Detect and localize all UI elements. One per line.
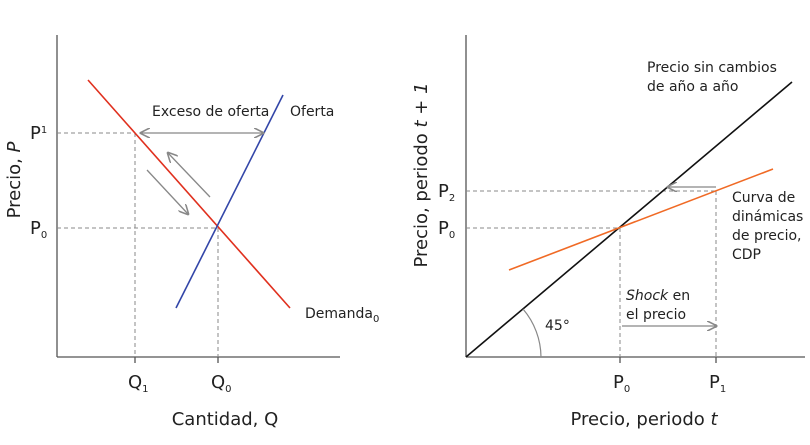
- text: P: [613, 372, 624, 393]
- cdp-curve: [508, 168, 774, 271]
- y-tick: P0: [438, 218, 455, 241]
- p-tick: P1: [30, 123, 47, 144]
- y-axis-label: Precio, P: [4, 141, 25, 218]
- text: Precio, periodo: [570, 409, 710, 430]
- angle-label: 45°: [545, 318, 570, 334]
- text: 1: [41, 125, 47, 136]
- text: Precio, periodo: [411, 128, 432, 268]
- p-tick: P0: [30, 218, 47, 241]
- supply-label: Oferta: [290, 104, 334, 120]
- arrow: [146, 169, 188, 214]
- text: t: [710, 409, 718, 430]
- text: Q: [128, 372, 142, 393]
- text: 1: [142, 384, 148, 395]
- left-panel: Exceso de oferta Oferta Demanda0 P1 P0 Q…: [4, 35, 379, 430]
- x-tick: P1: [709, 372, 726, 395]
- x-tick: P0: [613, 372, 630, 395]
- text: de precio,: [732, 228, 802, 244]
- text: Demanda: [305, 306, 373, 322]
- x-axis-label: Precio, periodo t: [570, 409, 718, 430]
- text: P: [4, 141, 25, 152]
- shock-label: Shock en el precio: [626, 288, 690, 323]
- text: en: [668, 288, 690, 304]
- text: Q: [211, 372, 225, 393]
- q-tick: Q0: [211, 372, 232, 395]
- x-axis-label: Cantidad, Q: [172, 409, 279, 430]
- text: Shock: [626, 288, 669, 304]
- text: 1: [720, 384, 726, 395]
- text: P: [30, 123, 41, 144]
- y-tick: P2: [438, 181, 455, 204]
- text: el precio: [626, 307, 686, 323]
- supply-curve: [175, 94, 284, 309]
- text: 0: [373, 314, 379, 325]
- text: t + 1: [411, 82, 432, 127]
- right-panel: 45° Precio sin cambios de año a año Curva…: [411, 35, 805, 430]
- arrow: [168, 153, 211, 198]
- text: 0: [449, 230, 455, 241]
- cdp-label: Curva de dinámicas de precio, CDP: [732, 190, 803, 263]
- line-45: [465, 81, 793, 358]
- angle-arc: [522, 308, 542, 358]
- text: de año a año: [647, 79, 738, 95]
- text: 0: [225, 384, 231, 395]
- text: Precio,: [4, 152, 25, 218]
- text: 0: [41, 230, 47, 241]
- text: P: [709, 372, 720, 393]
- text: P: [438, 181, 449, 202]
- y-axis-label: Precio, periodo t + 1: [411, 82, 432, 267]
- annotation: Exceso de oferta: [152, 104, 269, 120]
- text: 2: [449, 193, 455, 204]
- text: Curva de: [732, 190, 795, 206]
- line45-label: Precio sin cambios de año a año: [647, 60, 777, 95]
- text: P: [438, 218, 449, 239]
- demand-label: Demanda0: [305, 306, 379, 325]
- q-tick: Q1: [128, 372, 149, 395]
- text: CDP: [732, 247, 761, 263]
- text: Precio sin cambios: [647, 60, 777, 76]
- text: 0: [624, 384, 630, 395]
- text: dinámicas: [732, 209, 803, 225]
- text: P: [30, 218, 41, 239]
- demand-curve: [87, 79, 291, 309]
